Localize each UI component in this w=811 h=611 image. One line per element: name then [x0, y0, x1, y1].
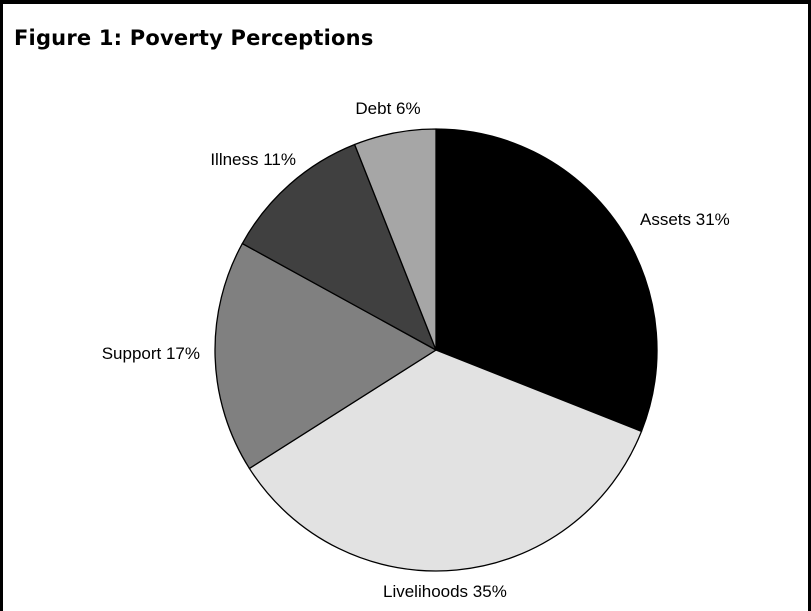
pie-slice-livelihoods — [248, 349, 643, 572]
pie-slice-illness — [241, 143, 437, 351]
pie-slice-support — [214, 242, 437, 470]
slice-label-livelihoods: Livelihoods 35% — [383, 582, 507, 601]
pie-slice-debt — [353, 128, 437, 351]
pie-slice-assets — [435, 128, 658, 433]
slice-label-illness: Illness 11% — [210, 150, 296, 169]
slice-label-assets: Assets 31% — [640, 210, 730, 229]
pie-slices — [214, 128, 658, 572]
figure-title: Figure 1: Poverty Perceptions — [14, 26, 374, 50]
slice-label-debt: Debt 6% — [355, 99, 420, 118]
slice-label-support: Support 17% — [102, 344, 200, 363]
pie-labels: Assets 31% Livelihoods 35% Support 17% Illn… — [102, 99, 730, 601]
